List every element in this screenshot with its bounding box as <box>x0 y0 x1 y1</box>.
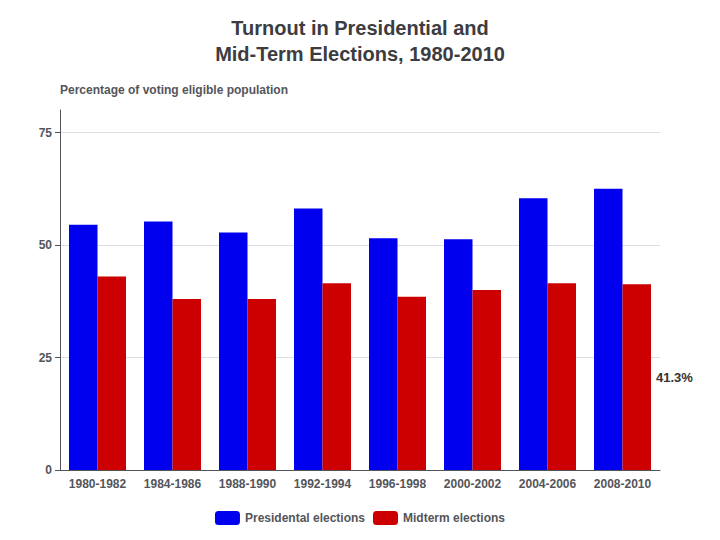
svg-text:25: 25 <box>39 351 53 365</box>
svg-text:Midterm elections: Midterm elections <box>403 511 505 525</box>
svg-text:0: 0 <box>45 463 52 477</box>
svg-text:2004-2006: 2004-2006 <box>519 477 577 491</box>
svg-text:1992-1994: 1992-1994 <box>294 477 352 491</box>
svg-text:1980-1982: 1980-1982 <box>69 477 127 491</box>
svg-text:75: 75 <box>39 126 53 140</box>
svg-text:Turnout in Presidential and: Turnout in Presidential and <box>231 17 488 39</box>
svg-text:41.3%: 41.3% <box>656 370 693 385</box>
svg-text:1984-1986: 1984-1986 <box>144 477 202 491</box>
svg-text:2000-2002: 2000-2002 <box>444 477 502 491</box>
svg-text:Percentage of voting eligible: Percentage of voting eligible population <box>60 83 288 97</box>
svg-text:Presidental elections: Presidental elections <box>245 511 365 525</box>
svg-text:2008-2010: 2008-2010 <box>594 477 652 491</box>
svg-text:1996-1998: 1996-1998 <box>369 477 427 491</box>
svg-text:Mid-Term Elections, 1980-2010: Mid-Term Elections, 1980-2010 <box>215 43 505 65</box>
svg-text:50: 50 <box>39 238 53 252</box>
svg-text:1988-1990: 1988-1990 <box>219 477 277 491</box>
